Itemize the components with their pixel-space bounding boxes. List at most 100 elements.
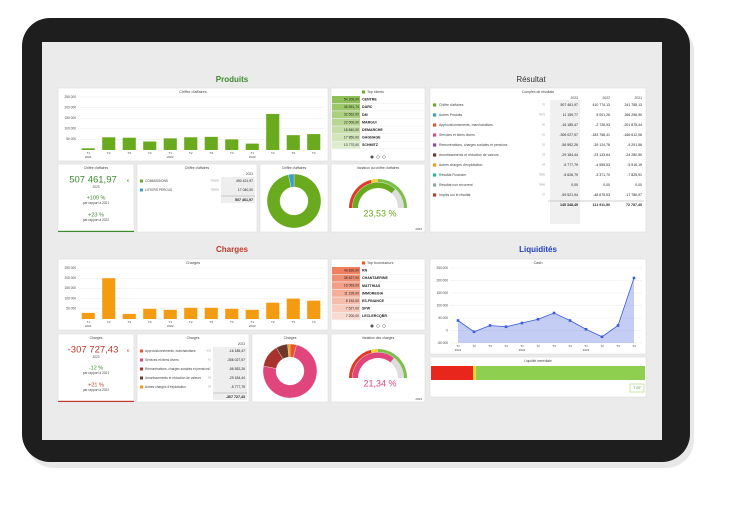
amount-cell (332, 289, 360, 297)
gauge-fill (352, 182, 396, 208)
amount-cell (332, 103, 360, 111)
bar (245, 309, 259, 319)
band-green (476, 366, 645, 380)
row-label: Impôts sur le résultat (439, 193, 471, 197)
x-year-label: 2021 (85, 324, 92, 328)
row-amount: -16 185,47 (561, 123, 578, 127)
row-code: 62 (542, 143, 545, 147)
name: CENTRE (362, 98, 377, 102)
card (429, 258, 647, 355)
x-year-label: 2023 (583, 348, 590, 352)
band-yellow (473, 366, 476, 380)
y-tick-label: 250 000 (436, 266, 448, 270)
y-tick-label: 150 000 (64, 116, 76, 120)
row-code: 62 (208, 367, 211, 371)
chart-title: Chiffre d'affaires (179, 90, 206, 94)
row-code: 63 (542, 153, 545, 157)
bar (266, 302, 280, 319)
row-code: 61 (208, 358, 211, 362)
gauge-band (349, 349, 372, 378)
row-amount: -5 516,15 (627, 163, 642, 167)
x-tick-label: T4 (230, 151, 234, 155)
x-tick-label: T1 (584, 344, 588, 348)
column-header: 2023 (238, 342, 245, 346)
kpi-year: 2023 (92, 185, 99, 189)
name: MARGUI (362, 120, 377, 124)
page-dot (376, 155, 380, 159)
amount-cell (332, 118, 360, 126)
name: SCHMITZ (362, 143, 379, 147)
chart-title: Liquidité immédiate (524, 359, 552, 363)
amount: 17 850,00 (344, 135, 359, 139)
point (600, 335, 604, 339)
liquidity-value: 7,97 (633, 385, 642, 390)
y-tick-label: 200 000 (64, 105, 76, 109)
kpi-change: +21 % (88, 382, 104, 388)
x-tick-label: T4 (568, 344, 572, 348)
name: GAGNAGE (362, 136, 381, 140)
row-code: 706000 (210, 179, 219, 183)
page-dot (370, 155, 374, 159)
kpi-change: -12 % (89, 365, 103, 371)
page-dot (370, 324, 374, 328)
bar (307, 134, 321, 150)
row-label: Résultat non récurrent (439, 183, 473, 187)
bar (163, 138, 177, 150)
kpi-caption: par rapport à 2022 (83, 218, 109, 222)
row-amount: -7 825,91 (627, 173, 642, 177)
y-tick-label: 150 000 (64, 286, 76, 290)
row-amount: 507 461,97 (560, 103, 578, 107)
row-swatch (433, 173, 437, 177)
row-amount: -4 555,53 (595, 163, 610, 167)
row-swatch (433, 103, 437, 107)
legend-swatch (362, 261, 365, 265)
amount: 18 840,00 (344, 128, 359, 132)
gauge-band (370, 349, 378, 353)
amount-cell (332, 282, 360, 290)
bar (307, 300, 321, 319)
table-title: Chiffre d'affaires (185, 166, 210, 170)
y-tick-label: 100 000 (64, 127, 76, 131)
bar (286, 135, 300, 150)
amount: 22 000,00 (344, 120, 359, 124)
donut-slice (287, 343, 291, 358)
row-swatch (433, 133, 437, 137)
highlight-column (550, 100, 580, 224)
x-tick-label: T3 (291, 320, 295, 324)
row-amount: 241 785,13 (624, 103, 642, 107)
amount: 11 195,00 (344, 291, 359, 295)
total: -307 727,43 (226, 395, 245, 399)
row-label: Rémunérations, charges sociales et pensi… (439, 143, 508, 147)
name: DM (362, 113, 368, 117)
amount-cell (332, 312, 360, 320)
x-tick-label: T1 (250, 320, 254, 324)
amount-cell (332, 274, 360, 282)
row-swatch (433, 193, 437, 197)
amount: 54 200,00 (344, 97, 359, 101)
name: DEMARCHE (362, 128, 383, 132)
x-tick-label: T2 (600, 344, 604, 348)
kpi-title: Chiffre d'affaires (84, 166, 109, 170)
row-code: 64 (542, 163, 545, 167)
kpi-change: +109 % (87, 195, 106, 201)
kpi-unit: € (127, 348, 130, 353)
row-code: 708000 (210, 188, 219, 192)
y-tick-label: 200 000 (436, 278, 448, 282)
row-amount: -29 184,44 (561, 153, 578, 157)
row-code: 74/75 (539, 113, 546, 117)
row-label: Approvisionnements, marchandises (439, 123, 493, 127)
row-amount: -56 552,26 (561, 143, 578, 147)
row-amount: -56 552,26 (229, 367, 245, 371)
chart-title: Cash (534, 261, 543, 265)
amount: 43 830,00 (344, 268, 359, 272)
name: IMMOREGIA (362, 291, 384, 295)
chart-title: Variation du chiffre d'affaires (357, 166, 400, 170)
chart-title: Charges (186, 261, 200, 265)
bar (81, 312, 95, 319)
x-tick-label: T4 (312, 320, 316, 324)
kpi-value: -307 727,43 (68, 345, 119, 356)
row-amount: -23 133,64 (593, 153, 610, 157)
row-amount: 11 159,77 (563, 113, 578, 117)
y-tick-label: 0 (446, 328, 448, 332)
